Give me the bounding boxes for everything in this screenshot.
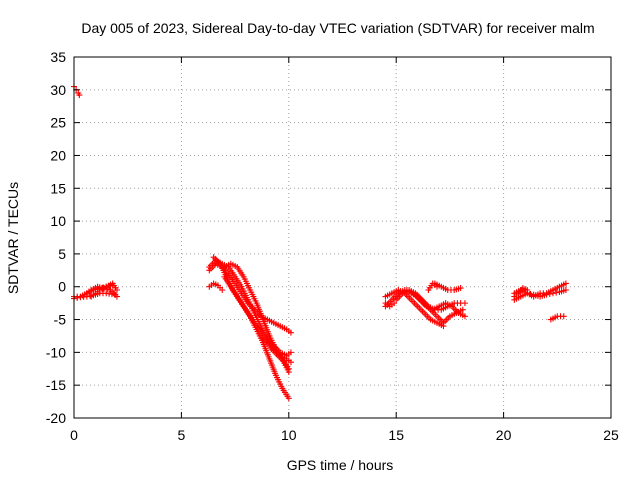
y-tick-label: 30 <box>50 82 66 98</box>
y-tick-label: 5 <box>58 246 66 262</box>
y-tick-label: -10 <box>46 344 66 360</box>
chart-title: Day 005 of 2023, Sidereal Day-to-day VTE… <box>81 20 594 36</box>
y-tick-label: 0 <box>58 279 66 295</box>
data-point-seg-20-23h <box>546 290 553 297</box>
data-point-seg-20-23h <box>524 287 531 294</box>
y-tick-label: -15 <box>46 377 66 393</box>
x-tick-label: 0 <box>70 427 78 443</box>
data-point-seg-14-18h <box>459 306 466 313</box>
data-point-seg-6-10h <box>287 349 294 356</box>
data-point-seg-20-23h <box>550 290 557 297</box>
data-point-seg-20-23h <box>553 289 560 296</box>
x-tick-label: 15 <box>388 427 404 443</box>
y-axis-label: SDTVAR / TECUs <box>5 182 21 294</box>
grid <box>74 57 611 418</box>
x-tick-label: 10 <box>281 427 297 443</box>
data-point-seg-20-23h <box>543 291 550 298</box>
y-tick-label: -20 <box>46 410 66 426</box>
data-point-seg-0-2h <box>113 293 120 300</box>
x-tick-label: 20 <box>496 427 512 443</box>
x-tick-label: 5 <box>178 427 186 443</box>
x-tick-label: 25 <box>603 427 619 443</box>
data-point-seg-14-18h <box>434 283 441 290</box>
axis-ticks: 0 5 10 15 20 25 -20 -15 -10 -5 0 5 10 15 20 25 30 35 <box>46 49 619 443</box>
data-point-seg-0-2h <box>104 286 111 293</box>
data-point-seg-14-18h <box>461 300 468 307</box>
y-tick-label: 35 <box>50 49 66 65</box>
data-point-seg-20-23h <box>560 313 567 320</box>
data-point-seg-6-10h <box>285 395 292 402</box>
data-point-seg-14-18h <box>461 313 468 320</box>
data-point-seg-6-10h <box>219 287 226 294</box>
data-point-seg-14-18h <box>457 285 464 292</box>
y-tick-label: 10 <box>50 213 66 229</box>
x-axis-label: GPS time / hours <box>287 457 394 473</box>
y-tick-label: 15 <box>50 180 66 196</box>
data-points <box>71 83 569 402</box>
data-point-seg-6-10h <box>287 329 294 336</box>
data-point-seg-6-10h <box>285 369 292 376</box>
data-point-seg-14-18h <box>391 300 398 307</box>
plot-frame <box>73 56 612 419</box>
data-point-seg-20-23h <box>562 287 569 294</box>
data-point-seg-20-23h <box>562 280 569 287</box>
data-point-start <box>76 92 83 99</box>
data-point-seg-0-2h <box>113 287 120 294</box>
y-tick-label: 25 <box>50 115 66 131</box>
data-point-seg-20-23h <box>527 290 534 297</box>
data-point-seg-0-2h <box>87 292 94 299</box>
data-point-seg-0-2h <box>74 294 81 301</box>
y-tick-label: -5 <box>54 312 67 328</box>
y-tick-label: 20 <box>50 147 66 163</box>
data-point-seg-6-10h <box>287 359 294 366</box>
